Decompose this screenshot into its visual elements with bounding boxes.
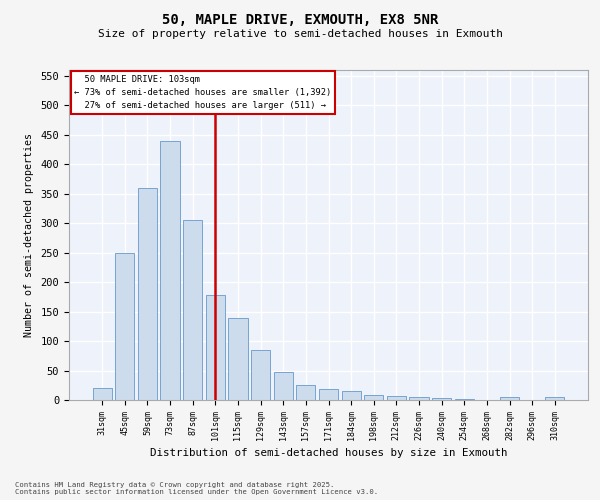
Bar	[138, 188, 157, 400]
Bar	[115, 252, 134, 400]
Bar	[206, 295, 225, 400]
Bar	[92, 388, 112, 400]
Bar	[274, 372, 293, 400]
Text: 50 MAPLE DRIVE: 103sqm
← 73% of semi-detached houses are smaller (1,392)
  27% o: 50 MAPLE DRIVE: 103sqm ← 73% of semi-det…	[74, 75, 331, 110]
Bar	[229, 318, 248, 400]
Bar	[319, 390, 338, 400]
Text: Size of property relative to semi-detached houses in Exmouth: Size of property relative to semi-detach…	[97, 29, 503, 39]
Y-axis label: Number of semi-detached properties: Number of semi-detached properties	[23, 133, 34, 337]
Bar	[296, 386, 316, 400]
Bar	[409, 397, 428, 400]
Bar	[183, 220, 202, 400]
Bar	[251, 350, 270, 400]
X-axis label: Distribution of semi-detached houses by size in Exmouth: Distribution of semi-detached houses by …	[150, 448, 507, 458]
Bar	[387, 396, 406, 400]
Bar	[432, 398, 451, 400]
Bar	[160, 140, 180, 400]
Bar	[341, 391, 361, 400]
Bar	[500, 397, 519, 400]
Bar	[364, 394, 383, 400]
Text: Contains HM Land Registry data © Crown copyright and database right 2025.
Contai: Contains HM Land Registry data © Crown c…	[15, 482, 378, 495]
Text: 50, MAPLE DRIVE, EXMOUTH, EX8 5NR: 50, MAPLE DRIVE, EXMOUTH, EX8 5NR	[162, 12, 438, 26]
Bar	[545, 397, 565, 400]
